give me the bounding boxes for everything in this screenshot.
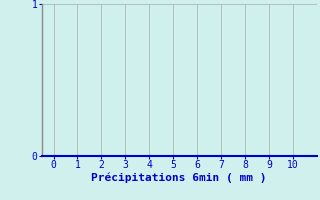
X-axis label: Précipitations 6min ( mm ): Précipitations 6min ( mm ) — [92, 173, 267, 183]
